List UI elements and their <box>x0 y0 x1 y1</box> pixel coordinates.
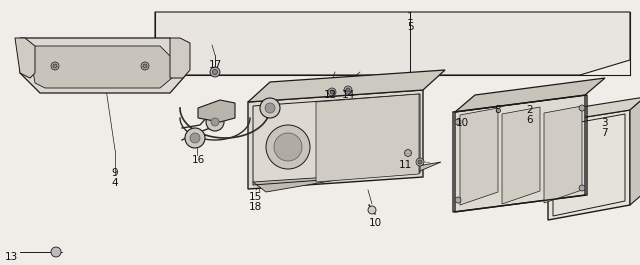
Circle shape <box>51 247 61 257</box>
Circle shape <box>344 86 352 94</box>
Polygon shape <box>30 46 172 88</box>
Circle shape <box>212 69 218 74</box>
Polygon shape <box>316 94 419 182</box>
Text: 5: 5 <box>406 22 413 32</box>
Polygon shape <box>630 97 640 205</box>
Text: 4: 4 <box>112 178 118 188</box>
Text: 3: 3 <box>602 118 608 128</box>
Circle shape <box>330 90 334 94</box>
Polygon shape <box>455 95 585 212</box>
Circle shape <box>190 133 200 143</box>
Circle shape <box>143 64 147 68</box>
Polygon shape <box>548 110 630 220</box>
Circle shape <box>274 133 302 161</box>
Text: 14: 14 <box>341 90 355 100</box>
Text: 12: 12 <box>323 90 337 100</box>
Circle shape <box>328 88 336 96</box>
Polygon shape <box>253 162 441 192</box>
Text: 13: 13 <box>4 252 18 262</box>
Text: 1: 1 <box>406 12 413 22</box>
Circle shape <box>418 160 422 164</box>
Text: 15: 15 <box>248 192 262 202</box>
Circle shape <box>206 113 224 131</box>
Circle shape <box>141 62 149 70</box>
Circle shape <box>51 62 59 70</box>
Text: 10: 10 <box>369 218 381 228</box>
Text: 2: 2 <box>527 105 533 115</box>
Circle shape <box>53 64 57 68</box>
Polygon shape <box>248 70 445 102</box>
Circle shape <box>266 125 310 169</box>
Circle shape <box>368 206 376 214</box>
Circle shape <box>416 158 424 166</box>
Text: 9: 9 <box>112 168 118 178</box>
Polygon shape <box>455 78 605 112</box>
Circle shape <box>185 128 205 148</box>
Polygon shape <box>170 38 190 78</box>
Circle shape <box>346 88 350 92</box>
Circle shape <box>260 98 280 118</box>
Polygon shape <box>155 12 630 75</box>
Polygon shape <box>502 107 540 204</box>
Circle shape <box>455 197 461 203</box>
Circle shape <box>455 119 461 125</box>
Polygon shape <box>548 97 640 123</box>
Text: 16: 16 <box>191 155 205 165</box>
Polygon shape <box>20 38 185 93</box>
Polygon shape <box>248 90 423 189</box>
Polygon shape <box>460 108 498 205</box>
Polygon shape <box>15 38 35 78</box>
Text: 18: 18 <box>248 202 262 212</box>
Polygon shape <box>544 106 582 203</box>
Text: 11: 11 <box>398 160 412 170</box>
Text: 8: 8 <box>495 105 501 115</box>
Polygon shape <box>198 100 235 122</box>
Circle shape <box>404 149 412 157</box>
Circle shape <box>210 67 220 77</box>
Text: 17: 17 <box>209 60 221 70</box>
Circle shape <box>579 105 585 111</box>
Circle shape <box>265 103 275 113</box>
Circle shape <box>211 118 219 126</box>
Circle shape <box>579 185 585 191</box>
Text: 6: 6 <box>527 115 533 125</box>
Text: 10: 10 <box>456 118 468 128</box>
Text: 7: 7 <box>602 128 608 138</box>
